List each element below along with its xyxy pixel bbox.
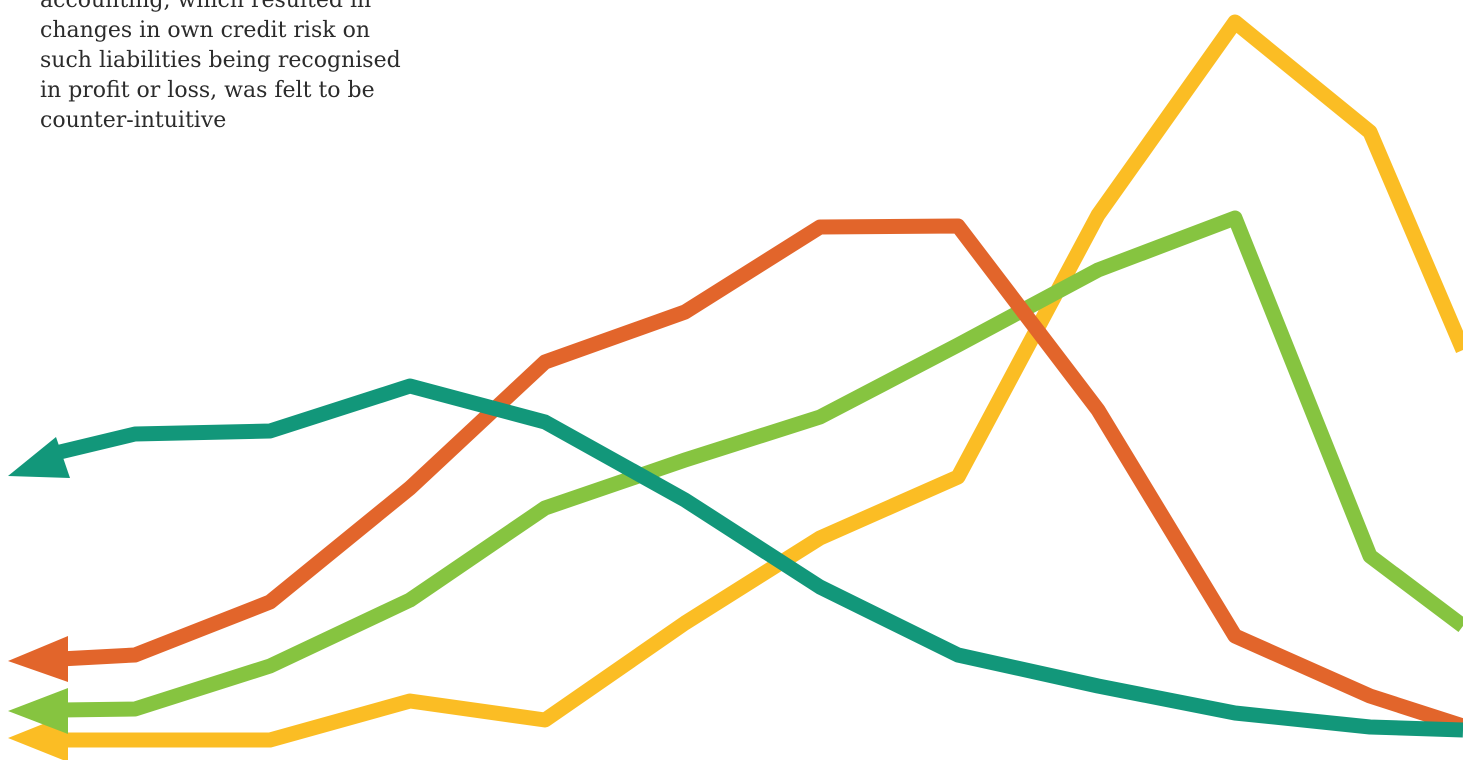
- arrow-left-icon: [8, 437, 70, 478]
- arrow-left-icon: [8, 688, 68, 734]
- pull-quote: accounting, which resulted in changes in…: [40, 0, 401, 136]
- quote-line-5: counter-intuitive: [40, 108, 227, 133]
- green-trend-line: [59, 210, 1463, 718]
- quote-line-4: in profit or loss, was felt to be: [40, 78, 375, 103]
- yellow-trend-line: [60, 14, 1463, 748]
- orange-trend-line: [59, 218, 1463, 734]
- quote-line-2: changes in own credit risk on: [40, 18, 370, 43]
- arrow-left-icon: [8, 636, 68, 682]
- teal-trend-line: [58, 378, 1463, 738]
- quote-line-1: accounting, which resulted in: [40, 0, 372, 13]
- quote-line-3: such liabilities being recognised: [40, 48, 401, 73]
